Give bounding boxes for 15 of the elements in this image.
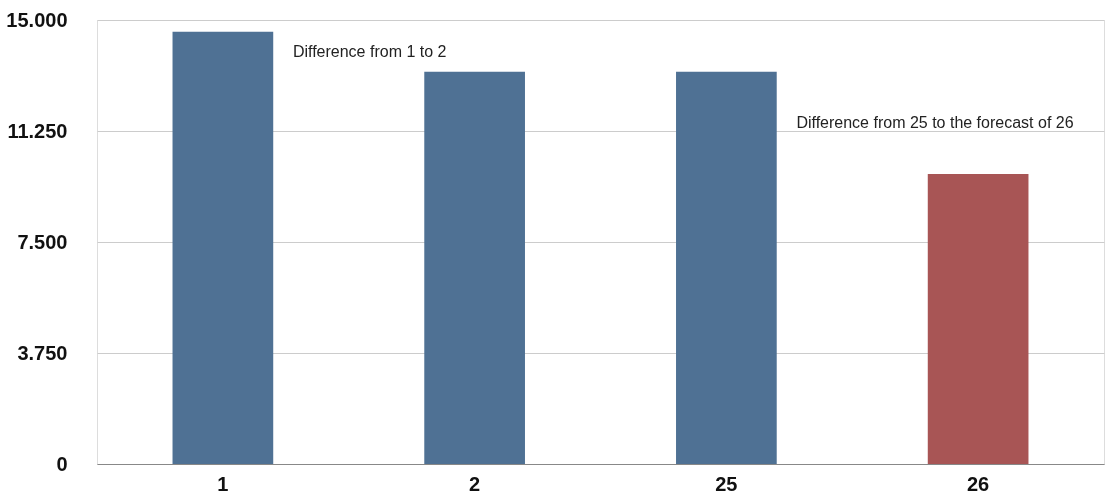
annotation: Difference from 25 to the forecast of 26: [796, 113, 1074, 131]
y-tick-label: 15.000: [6, 8, 68, 31]
annotation: Difference from 1 to 2: [292, 42, 447, 60]
y-tick-label: 3.750: [17, 341, 68, 364]
x-tick-label: 2: [469, 472, 481, 495]
bar: [172, 31, 274, 464]
y-tick-label: 7.500: [17, 230, 68, 253]
x-tick-label: 26: [967, 472, 990, 495]
y-tick-label: 0: [56, 452, 68, 475]
bar: [424, 71, 525, 464]
x-tick-label: 25: [715, 472, 738, 495]
x-tick-label: 1: [217, 472, 229, 495]
y-tick-label: 11.250: [7, 119, 68, 142]
bar: [927, 173, 1029, 464]
bar: [676, 71, 777, 464]
